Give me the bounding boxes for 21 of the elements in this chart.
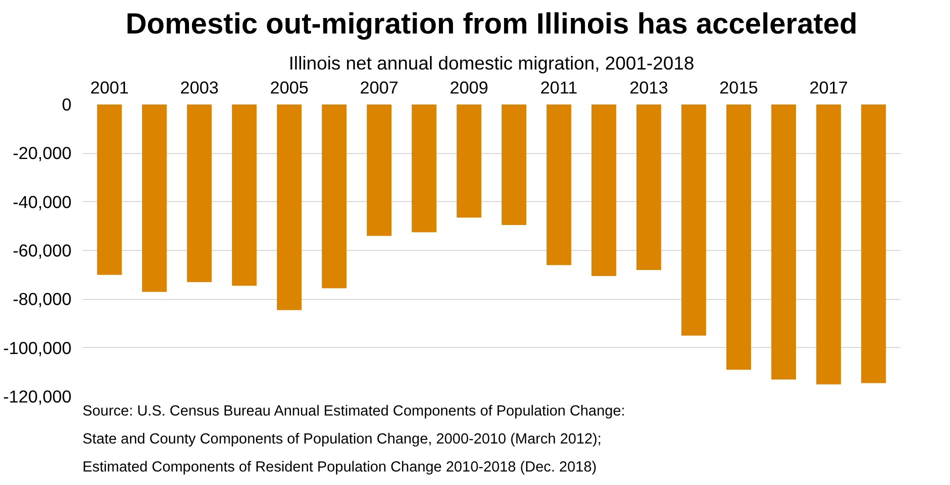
x-tick-label: 2017 [809, 78, 848, 98]
x-tick-label: 2001 [90, 78, 129, 98]
text: State and County Components of Population Change, 2000-2010 (March 2012); [82, 432, 602, 448]
x-tick-label: 2007 [360, 78, 398, 98]
source-note: Source: U.S. Census Bureau Annual Estimated Components of Population Change: [82, 404, 626, 420]
y-tick-label: -20,000 [12, 143, 72, 164]
y-tick-label: -80,000 [12, 289, 72, 310]
chart-title: Domestic out-migration from Illinois has accelerated [126, 8, 858, 40]
x-tick-label: 2009 [450, 78, 488, 98]
x-tick-label: 2013 [630, 78, 668, 98]
y-tick-label: -120,000 [3, 386, 72, 406]
x-tick-label: 2011 [540, 78, 578, 98]
y-tick-label: -100,000 [3, 338, 72, 358]
x-tick-label: 2003 [180, 78, 219, 98]
chart-subtitle: Illinois net annual domestic migration, 2001-2018 [288, 52, 694, 74]
text: Estimated Components of Resident Population Change 2010-2018 (Dec. 2018) [82, 460, 597, 476]
y-tick-label: -60,000 [12, 240, 72, 260]
y-tick-label: -40,000 [12, 192, 72, 212]
x-tick-label: 2005 [270, 78, 309, 98]
y-tick-label: 0 [62, 94, 72, 114]
x-tick-label: 2015 [719, 78, 758, 98]
